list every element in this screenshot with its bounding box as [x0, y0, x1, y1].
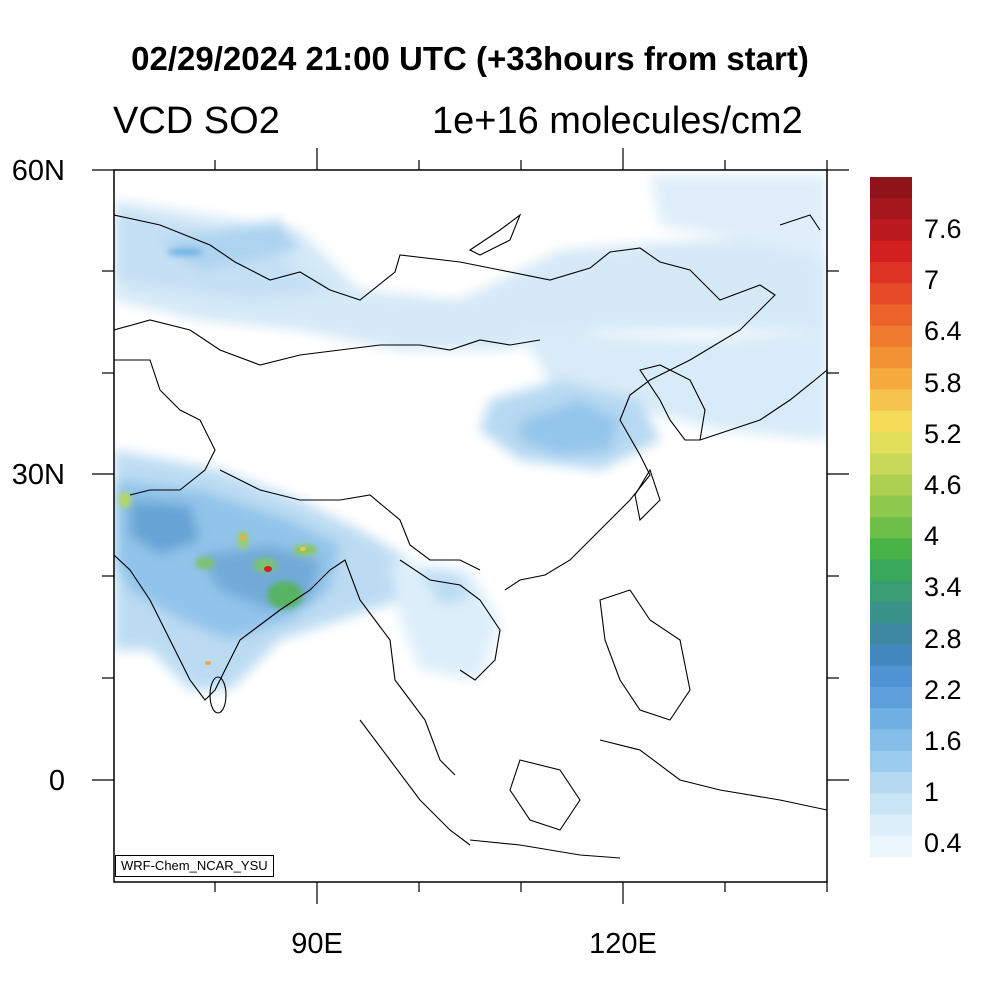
lat-label-30n: 30N: [11, 459, 65, 491]
coastlines: [114, 213, 827, 859]
colorbar-swatch: [870, 262, 912, 284]
lon-label-120e: 120E: [589, 928, 657, 960]
colorbar-tick-label: 4.6: [924, 470, 962, 500]
colorbar-swatch: [870, 432, 912, 454]
colorbar-swatch: [870, 793, 912, 815]
colorbar-tick-label: 2.8: [924, 623, 962, 654]
map-frame: [113, 169, 828, 883]
colorbar-tick-label: 7.6: [924, 214, 962, 244]
colorbar-swatch: [870, 538, 912, 560]
lat-label-0: 0: [48, 765, 65, 797]
map-title: 02/29/2024 21:00 UTC (+33hours from star…: [131, 40, 809, 77]
colorbar-swatch: [870, 559, 912, 582]
colorbar-swatch: [870, 602, 912, 624]
colorbar-swatch: [870, 687, 912, 709]
colorbar-swatch: [870, 177, 912, 199]
colorbar-tick-label: 1: [924, 777, 940, 808]
colorbar-swatch: [870, 368, 912, 390]
colorbar-swatch: [870, 644, 912, 667]
colorbar-tick-label: 3.4: [924, 572, 962, 603]
colorbar-swatch: [870, 474, 912, 497]
colorbar-swatch: [870, 708, 912, 730]
units-label: 1e+16 molecules/cm2: [432, 100, 803, 142]
lat-label-60n: 60N: [11, 155, 65, 187]
colorbar-swatch: [870, 495, 912, 518]
colorbar-swatch: [870, 283, 912, 305]
model-tag: WRF-Chem_NCAR_YSU: [115, 855, 274, 877]
colorbar-swatch: [870, 453, 912, 475]
colorbar-swatch: [870, 410, 912, 433]
colorbar-swatch: [870, 347, 912, 369]
colorbar-tick-label: 1.6: [924, 726, 962, 756]
colorbar-tick-label: 5.2: [924, 418, 962, 449]
colorbar-swatch: [870, 814, 912, 837]
colorbar-swatch: [870, 240, 912, 263]
colorbar-tick-label: 4: [924, 521, 940, 552]
variable-label: VCD SO2: [113, 100, 280, 142]
colorbar: [870, 177, 912, 858]
colorbar-swatch: [870, 729, 912, 752]
colorbar-tick-label: 0.4: [924, 828, 962, 859]
colorbar-tick-label: 7: [924, 265, 940, 296]
colorbar-swatch: [870, 623, 912, 645]
colorbar-swatch: [870, 198, 912, 220]
colorbar-swatch: [870, 325, 912, 348]
colorbar-swatch: [870, 304, 912, 327]
colorbar-tick-label: 2.2: [924, 674, 962, 705]
colorbar-swatch: [870, 750, 912, 773]
colorbar-swatch: [870, 219, 912, 242]
axis-ticks: [92, 148, 849, 904]
colorbar-tick-label: 5.8: [924, 367, 962, 398]
colorbar-swatch: [870, 665, 912, 688]
colorbar-swatch: [870, 835, 912, 858]
so2-field: [114, 170, 827, 882]
colorbar-swatch: [870, 389, 912, 412]
colorbar-swatch: [870, 580, 912, 603]
colorbar-swatch: [870, 517, 912, 539]
colorbar-swatch: [870, 772, 912, 794]
colorbar-tick-label: 6.4: [924, 316, 962, 347]
lon-label-90e: 90E: [291, 928, 343, 960]
